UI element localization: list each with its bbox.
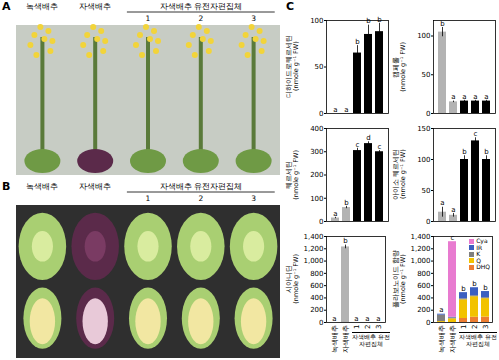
svg-text:c: c bbox=[378, 143, 382, 151]
svg-text:a: a bbox=[333, 106, 337, 114]
svg-text:100: 100 bbox=[310, 17, 323, 25]
svg-text:50: 50 bbox=[422, 187, 431, 195]
svg-text:자색배추: 자색배추 bbox=[449, 325, 457, 353]
svg-text:200: 200 bbox=[310, 171, 323, 179]
svg-text:0: 0 bbox=[319, 319, 323, 327]
html-text:Cya: Cya bbox=[476, 237, 488, 244]
svg-text:3: 3 bbox=[251, 14, 256, 23]
svg-text:400: 400 bbox=[417, 294, 430, 302]
svg-text:b: b bbox=[366, 17, 371, 25]
svg-text:a: a bbox=[376, 315, 380, 323]
svg-text:녹색배추: 녹색배추 bbox=[26, 2, 58, 11]
svg-text:300: 300 bbox=[310, 148, 323, 156]
html-text:DHQ: DHQ bbox=[476, 263, 490, 270]
svg-text:2: 2 bbox=[364, 325, 372, 329]
html-text:시아니딘 (nmole g⁻¹ FW): 시아니딘 (nmole g⁻¹ FW) bbox=[284, 254, 300, 304]
svg-text:b: b bbox=[344, 199, 349, 207]
svg-text:b: b bbox=[355, 38, 360, 46]
svg-text:자색배추 유전자편집체: 자색배추 유전자편집체 bbox=[160, 182, 242, 191]
svg-text:1: 1 bbox=[353, 325, 361, 329]
svg-text:0: 0 bbox=[426, 218, 430, 226]
svg-text:자색배추 유전자편집체: 자색배추 유전자편집체 bbox=[160, 2, 242, 11]
svg-text:녹색배추: 녹색배추 bbox=[438, 325, 446, 353]
svg-text:자색배추: 자색배추 bbox=[79, 2, 111, 11]
svg-text:1: 1 bbox=[460, 325, 468, 329]
svg-text:a: a bbox=[439, 306, 443, 314]
svg-text:b: b bbox=[484, 148, 489, 156]
html-text:퀘르세틴 (nmole g⁻¹ FW): 퀘르세틴 (nmole g⁻¹ FW) bbox=[284, 149, 300, 200]
svg-text:50: 50 bbox=[315, 63, 324, 71]
svg-text:0: 0 bbox=[426, 319, 430, 327]
svg-text:0: 0 bbox=[319, 110, 323, 118]
svg-text:2: 2 bbox=[198, 194, 203, 203]
svg-text:1,400: 1,400 bbox=[410, 233, 430, 241]
html-text:Q: Q bbox=[476, 256, 481, 264]
svg-text:a: a bbox=[484, 93, 488, 101]
svg-text:녹색배추: 녹색배추 bbox=[331, 325, 339, 353]
html-text:아이소 퀘르세틴 (nmole g⁻¹ FW): 아이소 퀘르세틴 (nmole g⁻¹ FW) bbox=[391, 149, 407, 200]
svg-text:1,400: 1,400 bbox=[303, 233, 323, 241]
svg-text:3: 3 bbox=[375, 325, 383, 329]
svg-text:2: 2 bbox=[198, 14, 203, 23]
svg-text:100: 100 bbox=[310, 194, 323, 202]
svg-text:a: a bbox=[440, 199, 444, 207]
html-text:캠페롤 (nmole g⁻¹ FW): 캠페롤 (nmole g⁻¹ FW) bbox=[391, 41, 407, 92]
html-text:K: K bbox=[476, 250, 481, 257]
html-text:자색배추 유전자편집체: 자색배추 유전자편집체 bbox=[352, 333, 390, 347]
svg-text:b: b bbox=[343, 237, 348, 245]
svg-text:a: a bbox=[451, 206, 455, 214]
svg-text:a: a bbox=[344, 106, 348, 114]
svg-text:b: b bbox=[462, 148, 467, 156]
svg-text:3: 3 bbox=[251, 194, 256, 203]
svg-text:0: 0 bbox=[319, 218, 323, 226]
svg-text:800: 800 bbox=[310, 270, 323, 278]
svg-text:200: 200 bbox=[417, 306, 430, 314]
svg-text:a: a bbox=[332, 315, 336, 323]
svg-text:B: B bbox=[2, 180, 10, 193]
svg-text:c: c bbox=[356, 141, 360, 149]
svg-text:c: c bbox=[451, 234, 455, 242]
svg-text:1,200: 1,200 bbox=[410, 245, 430, 253]
svg-text:100: 100 bbox=[417, 32, 430, 40]
svg-text:100: 100 bbox=[417, 156, 430, 164]
svg-text:1: 1 bbox=[146, 14, 151, 23]
svg-text:600: 600 bbox=[417, 282, 430, 290]
svg-text:150: 150 bbox=[417, 125, 430, 133]
svg-text:1,200: 1,200 bbox=[303, 245, 323, 253]
html-text:플라보노이드 함량 (nmole g⁻¹ FW): 플라보노이드 함량 (nmole g⁻¹ FW) bbox=[391, 250, 407, 308]
svg-text:600: 600 bbox=[310, 282, 323, 290]
svg-text:0: 0 bbox=[426, 110, 430, 118]
svg-text:d: d bbox=[366, 134, 370, 142]
svg-text:3: 3 bbox=[482, 325, 490, 329]
svg-text:b: b bbox=[440, 20, 445, 28]
html-text:디하이드로퀘르세틴 (nmole g⁻¹ FW): 디하이드로퀘르세틴 (nmole g⁻¹ FW) bbox=[284, 35, 300, 98]
svg-text:200: 200 bbox=[310, 306, 323, 314]
html-text:자색배추 유전자편집체: 자색배추 유전자편집체 bbox=[459, 333, 497, 347]
svg-text:녹색배추: 녹색배추 bbox=[26, 182, 58, 191]
svg-text:b: b bbox=[472, 280, 477, 288]
html-text:C: C bbox=[286, 0, 295, 13]
svg-text:b: b bbox=[461, 285, 466, 293]
svg-text:A: A bbox=[2, 0, 11, 13]
svg-text:자색배추: 자색배추 bbox=[342, 325, 350, 353]
svg-text:c: c bbox=[474, 130, 478, 138]
svg-text:1,000: 1,000 bbox=[410, 257, 430, 265]
svg-text:b: b bbox=[483, 284, 488, 292]
svg-text:a: a bbox=[473, 93, 477, 101]
html-text:IR: IR bbox=[476, 243, 483, 251]
svg-text:a: a bbox=[333, 210, 337, 218]
svg-text:50: 50 bbox=[422, 71, 431, 79]
svg-text:자색배추: 자색배추 bbox=[79, 182, 111, 191]
svg-text:b: b bbox=[377, 16, 382, 24]
svg-text:800: 800 bbox=[417, 270, 430, 278]
svg-text:1: 1 bbox=[146, 194, 151, 203]
svg-text:400: 400 bbox=[310, 125, 323, 133]
svg-text:2: 2 bbox=[471, 325, 479, 329]
svg-text:a: a bbox=[354, 315, 358, 323]
svg-text:a: a bbox=[365, 315, 369, 323]
svg-text:1,000: 1,000 bbox=[303, 257, 323, 265]
svg-text:400: 400 bbox=[310, 294, 323, 302]
svg-text:a: a bbox=[462, 93, 466, 101]
svg-text:a: a bbox=[451, 93, 455, 101]
